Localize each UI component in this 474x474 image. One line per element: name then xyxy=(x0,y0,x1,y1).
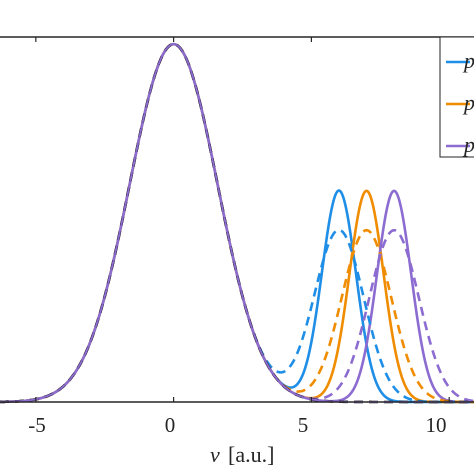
x-tick-label-4: 10 xyxy=(426,413,447,437)
legend-label-3: p xyxy=(462,132,474,157)
plot-area xyxy=(0,37,474,402)
legend-item-2: p xyxy=(446,90,474,115)
legend-item-3: p xyxy=(446,132,474,157)
axes-layer xyxy=(0,36,474,403)
x-tick-label-2: 0 xyxy=(165,413,176,437)
x-tick-labels: -5 0 5 10 xyxy=(28,413,446,437)
legend-label-1: p xyxy=(462,48,474,73)
legend-item-1: p xyxy=(446,48,474,73)
series-line-2 xyxy=(0,43,474,403)
x-axis-label-var: v xyxy=(210,442,220,467)
plot-background xyxy=(0,37,474,402)
legend-box xyxy=(439,36,474,158)
x-axis-label: v [a.u.] xyxy=(210,442,274,467)
x-tick-label-1: -5 xyxy=(28,413,46,437)
x-axis-label-unit: [a.u.] xyxy=(228,442,274,467)
legend-label-2: p xyxy=(462,90,474,115)
x-tick-label-3: 5 xyxy=(298,413,309,437)
series-layer xyxy=(0,42,474,404)
legend: p p p xyxy=(439,36,474,158)
